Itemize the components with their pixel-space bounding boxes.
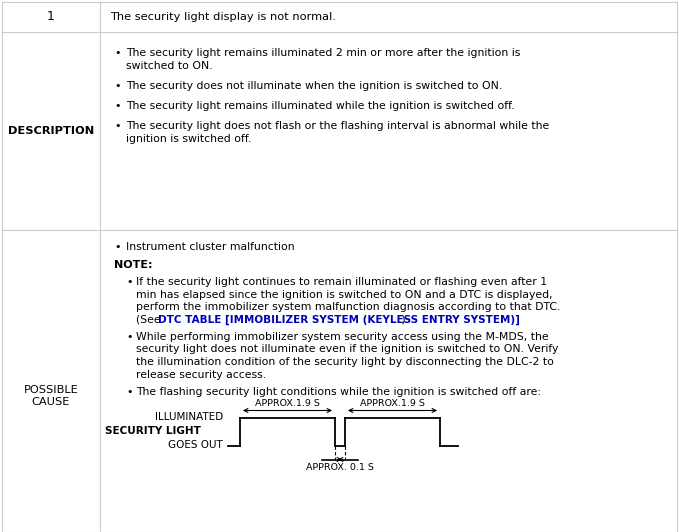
Text: release security access.: release security access. (136, 370, 266, 379)
Text: ILLUMINATED: ILLUMINATED (155, 412, 223, 422)
Text: .): .) (399, 314, 407, 325)
Text: perform the immobilizer system malfunction diagnosis according to that DTC.: perform the immobilizer system malfuncti… (136, 302, 560, 312)
Text: •: • (126, 387, 132, 397)
Text: ignition is switched off.: ignition is switched off. (126, 134, 251, 144)
Text: DTC TABLE [IMMOBILIZER SYSTEM (KEYLESS ENTRY SYSTEM)]: DTC TABLE [IMMOBILIZER SYSTEM (KEYLESS E… (158, 314, 520, 325)
Text: If the security light continues to remain illuminated or flashing even after 1: If the security light continues to remai… (136, 277, 547, 287)
Text: The security does not illuminate when the ignition is switched to ON.: The security does not illuminate when th… (126, 81, 502, 91)
Text: The security light remains illuminated while the ignition is switched off.: The security light remains illuminated w… (126, 101, 515, 111)
Text: •: • (114, 81, 120, 91)
Text: APPROX.1.9 S: APPROX.1.9 S (255, 400, 320, 409)
Text: •: • (126, 332, 132, 342)
Text: •: • (126, 277, 132, 287)
Text: security light does not illuminate even if the ignition is switched to ON. Verif: security light does not illuminate even … (136, 345, 558, 354)
Text: DESCRIPTION: DESCRIPTION (8, 126, 94, 136)
Text: APPROX.1.9 S: APPROX.1.9 S (360, 400, 425, 409)
Text: •: • (114, 242, 120, 252)
Text: The security light does not flash or the flashing interval is abnormal while the: The security light does not flash or the… (126, 121, 549, 131)
Text: 1: 1 (47, 11, 55, 23)
Text: min has elapsed since the ignition is switched to ON and a DTC is displayed,: min has elapsed since the ignition is sw… (136, 289, 553, 300)
Text: Instrument cluster malfunction: Instrument cluster malfunction (126, 242, 295, 252)
Text: While performing immobilizer system security access using the M-MDS, the: While performing immobilizer system secu… (136, 332, 549, 342)
Text: switched to ON.: switched to ON. (126, 61, 213, 71)
Text: (See: (See (136, 314, 164, 325)
Text: The security light remains illuminated 2 min or more after the ignition is: The security light remains illuminated 2… (126, 48, 520, 58)
Text: GOES OUT: GOES OUT (168, 440, 223, 451)
Text: •: • (114, 101, 120, 111)
Text: POSSIBLE
CAUSE: POSSIBLE CAUSE (24, 385, 78, 407)
Text: The security light display is not normal.: The security light display is not normal… (110, 12, 336, 22)
Text: •: • (114, 121, 120, 131)
Text: SECURITY LIGHT: SECURITY LIGHT (105, 427, 201, 436)
Text: •: • (114, 48, 120, 58)
Text: The flashing security light conditions while the ignition is switched off are:: The flashing security light conditions w… (136, 387, 541, 397)
Text: NOTE:: NOTE: (114, 261, 153, 270)
Text: the illumination condition of the security light by disconnecting the DLC-2 to: the illumination condition of the securi… (136, 357, 554, 367)
Text: APPROX. 0.1 S: APPROX. 0.1 S (306, 463, 374, 472)
